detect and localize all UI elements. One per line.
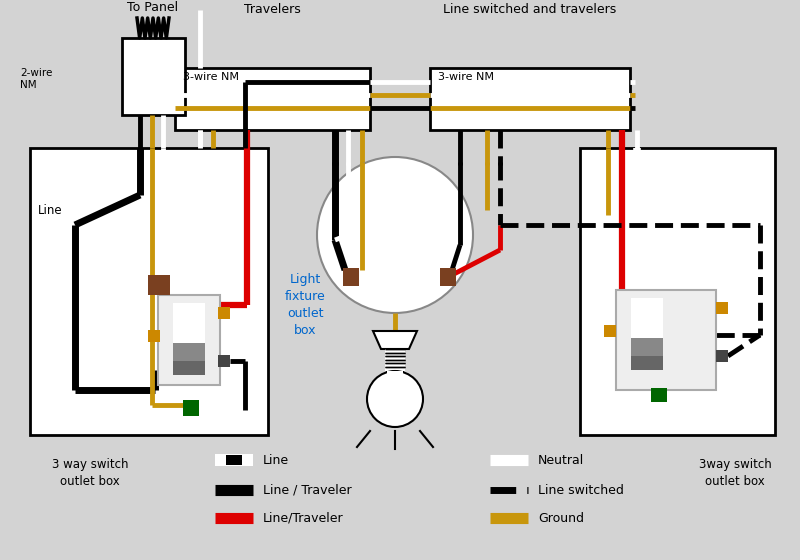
Text: Line / Traveler: Line / Traveler xyxy=(263,483,352,497)
Bar xyxy=(430,68,630,130)
Text: 3way switch
outlet box: 3way switch outlet box xyxy=(698,458,771,488)
Circle shape xyxy=(317,157,473,313)
Polygon shape xyxy=(373,331,417,349)
Bar xyxy=(215,454,253,466)
Bar xyxy=(30,148,268,435)
Bar xyxy=(631,298,663,338)
Text: Light
fixture
outlet
box: Light fixture outlet box xyxy=(285,273,326,337)
Bar xyxy=(122,38,185,115)
Bar xyxy=(158,295,220,385)
Text: Line: Line xyxy=(263,454,289,466)
Bar xyxy=(173,303,205,343)
Bar xyxy=(173,361,205,375)
Text: 3-wire NM: 3-wire NM xyxy=(183,72,239,82)
Bar xyxy=(631,356,663,370)
Bar xyxy=(175,68,370,130)
Bar xyxy=(387,371,403,381)
Bar xyxy=(651,388,667,402)
Text: Line switched and travelers: Line switched and travelers xyxy=(443,3,617,16)
Text: 2-wire
NM: 2-wire NM xyxy=(20,68,52,90)
Bar xyxy=(226,455,242,465)
Text: To Panel: To Panel xyxy=(127,1,178,14)
Bar xyxy=(173,343,205,361)
Text: Line/Traveler: Line/Traveler xyxy=(263,511,344,525)
Text: Line: Line xyxy=(38,203,62,217)
Bar xyxy=(716,350,728,362)
Text: 3 way switch
outlet box: 3 way switch outlet box xyxy=(52,458,128,488)
Text: Travelers: Travelers xyxy=(244,3,300,16)
Text: Neutral: Neutral xyxy=(538,454,584,466)
Text: 3-wire NM: 3-wire NM xyxy=(438,72,494,82)
Bar xyxy=(616,290,716,390)
Bar xyxy=(631,338,663,356)
Bar xyxy=(440,268,456,286)
Circle shape xyxy=(367,371,423,427)
Bar xyxy=(385,349,405,371)
Bar xyxy=(343,268,359,286)
Text: Ground: Ground xyxy=(538,511,584,525)
Bar xyxy=(580,148,775,435)
Bar xyxy=(148,330,160,342)
Bar xyxy=(148,275,170,295)
Text: Line switched: Line switched xyxy=(538,483,624,497)
Bar xyxy=(183,400,199,416)
Bar xyxy=(218,307,230,319)
Bar xyxy=(604,325,616,337)
Bar xyxy=(716,302,728,314)
Bar xyxy=(218,355,230,367)
